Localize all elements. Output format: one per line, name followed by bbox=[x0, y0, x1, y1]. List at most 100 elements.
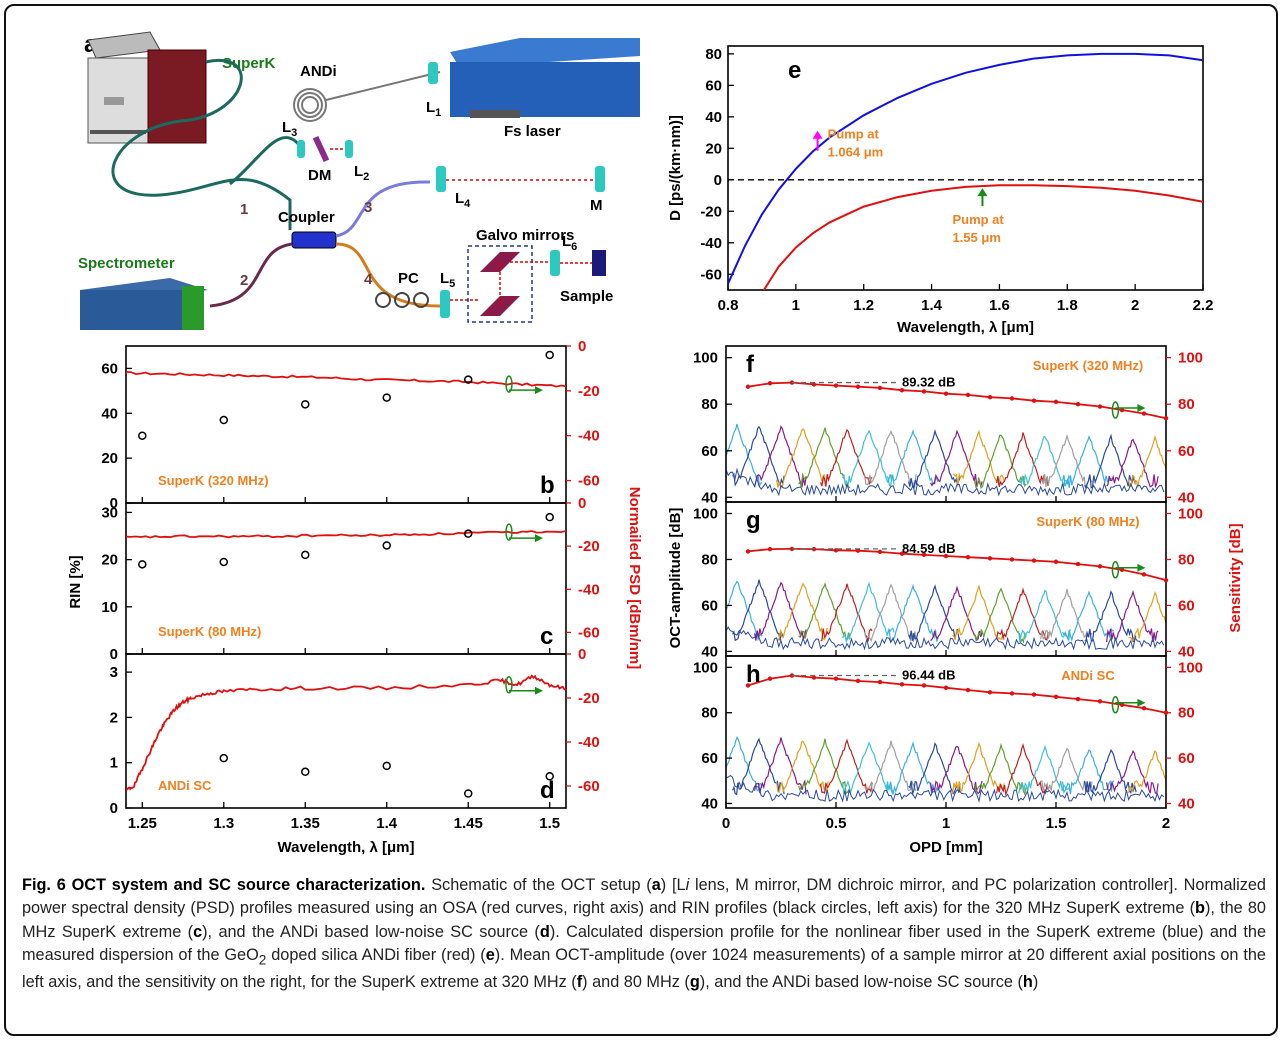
oct-peak-f bbox=[820, 428, 873, 487]
port-1-label: 1 bbox=[240, 201, 248, 218]
sensitivity-point-h bbox=[833, 676, 839, 681]
y2-tick-label-b: -20 bbox=[578, 383, 600, 400]
oct-peak-f bbox=[732, 425, 785, 488]
svg-text:L3: L3 bbox=[282, 119, 297, 139]
y-tick-label-c: 10 bbox=[101, 599, 118, 616]
sensitivity-point-f bbox=[877, 385, 883, 391]
sensitivity-point-h bbox=[1031, 692, 1037, 697]
svg-text:2: 2 bbox=[240, 272, 248, 289]
oct-peak-f bbox=[1106, 438, 1159, 489]
oct-peak-f bbox=[996, 432, 1049, 487]
rin-point-d bbox=[219, 753, 229, 763]
galvo-mirror-2-icon bbox=[480, 296, 520, 316]
x-tick-label-bcd: 1.25 bbox=[128, 815, 157, 832]
oct-peak-g bbox=[776, 582, 829, 642]
caption-text: h bbox=[1022, 973, 1033, 992]
dm-label: DM bbox=[308, 167, 331, 184]
sensitivity-point-g bbox=[877, 549, 883, 555]
y-axis-left-label-bcd: RIN [%] bbox=[67, 555, 84, 608]
sensitivity-point-h bbox=[987, 690, 993, 695]
rin-point-b bbox=[301, 400, 310, 409]
sensitivity-point-g bbox=[921, 552, 927, 558]
reference-mirror-icon bbox=[595, 166, 605, 192]
oct-peak-g bbox=[842, 581, 895, 644]
axis-indicator-c bbox=[505, 523, 513, 541]
y-tick-label-e: -20 bbox=[700, 203, 722, 220]
x-tick-label-fgh: 1 bbox=[942, 815, 950, 832]
peak-value-f: 89.32 dB bbox=[902, 375, 955, 390]
sensitivity-point-g bbox=[943, 553, 949, 559]
sensitivity-point-h bbox=[921, 683, 927, 688]
oct-peak-g bbox=[1062, 590, 1115, 643]
y2-tick-label-h: 40 bbox=[1178, 795, 1195, 812]
x-axis-label-bcd: Wavelength, λ [μm] bbox=[278, 839, 415, 856]
y-tick-label-d: 3 bbox=[110, 664, 118, 681]
schematic-panel: a SuperK 1 ANDi L1 Fs laser bbox=[78, 31, 640, 330]
caption-body: Schematic of the OCT setup (a) [Li lens,… bbox=[22, 876, 1266, 991]
sensitivity-point-h bbox=[1075, 696, 1081, 702]
x-tick-label-e: 1 bbox=[792, 297, 800, 314]
x-tick-label-e: 2.2 bbox=[1193, 297, 1214, 314]
caption-text: ), the 80 MHz SuperK extreme ( bbox=[22, 899, 1266, 941]
y-tick-label-e: 20 bbox=[705, 140, 722, 157]
axis-indicator-d bbox=[505, 676, 513, 694]
oct-peak-h bbox=[1128, 749, 1166, 794]
oct-peak-g bbox=[1040, 588, 1093, 641]
oct-peak-f bbox=[1084, 433, 1137, 490]
figure-caption: Fig. 6 OCT system and SC source characte… bbox=[22, 874, 1266, 995]
pump-arrow-head-2 bbox=[977, 188, 988, 197]
svg-text:4: 4 bbox=[364, 271, 373, 288]
axis-indicator-head-h bbox=[1137, 698, 1146, 707]
oct-peak-g bbox=[886, 583, 939, 644]
y-axis-left-label-fgh: OCT-amplitude [dB] bbox=[667, 508, 684, 649]
lens-l6-icon bbox=[550, 250, 560, 276]
rin-point-c bbox=[545, 512, 554, 522]
sensitivity-point-h bbox=[1119, 702, 1125, 707]
x-tick-label-e: 1.8 bbox=[1057, 297, 1078, 314]
oct-peak-f bbox=[798, 427, 851, 489]
oct-peak-g bbox=[974, 587, 1027, 644]
oct-peak-f bbox=[886, 429, 939, 489]
panel-label-h: h bbox=[746, 661, 761, 688]
panel-label-e: e bbox=[788, 57, 801, 84]
lens-l4-icon bbox=[436, 166, 446, 192]
sensitivity-point-h bbox=[811, 675, 817, 680]
sensitivity-point-f bbox=[987, 395, 993, 400]
caption-text: f bbox=[576, 973, 583, 992]
sensitivity-point-g bbox=[987, 556, 993, 561]
rin-point-c bbox=[301, 550, 310, 560]
y-tick-label-e: -60 bbox=[700, 266, 722, 283]
y-tick-label-h: 40 bbox=[701, 795, 718, 812]
oct-peak-f bbox=[776, 428, 829, 489]
sensitivity-point-f bbox=[1053, 399, 1059, 405]
rin-point-c bbox=[382, 541, 391, 550]
spectrometer-icon bbox=[80, 278, 208, 330]
y-tick-label-f: 60 bbox=[701, 443, 718, 460]
sensitivity-point-g bbox=[1009, 557, 1015, 562]
axis-indicator-head-f bbox=[1137, 404, 1146, 413]
sensitivity-point-f bbox=[1141, 411, 1147, 416]
x-tick-label-e: 1.6 bbox=[989, 297, 1010, 314]
svg-text:L5: L5 bbox=[440, 270, 455, 290]
noise-floor-h bbox=[726, 774, 1165, 804]
oct-peak-h bbox=[842, 741, 895, 795]
oct-peak-g bbox=[1018, 589, 1071, 643]
pc-label: PC bbox=[398, 270, 419, 287]
sensitivity-point-f bbox=[943, 391, 949, 396]
axis-indicator-head-g bbox=[1137, 563, 1146, 572]
oct-peak-h bbox=[930, 745, 983, 795]
x-tick-label-e: 1.2 bbox=[853, 297, 874, 314]
sample-label: Sample bbox=[560, 288, 613, 305]
y-tick-label-b: 0 bbox=[110, 495, 118, 512]
sensitivity-point-h bbox=[767, 676, 773, 681]
y2-tick-label-f: 40 bbox=[1178, 489, 1195, 506]
oct-peak-f bbox=[1040, 433, 1093, 489]
y2-tick-label-b: -60 bbox=[578, 473, 600, 490]
noise-floor-g bbox=[726, 626, 1165, 651]
sensitivity-point-g bbox=[1031, 558, 1037, 563]
rin-point-b bbox=[138, 431, 147, 440]
sensitivity-point-g bbox=[899, 551, 905, 556]
sample-arm-fiber bbox=[335, 242, 441, 308]
oct-peak-h bbox=[776, 740, 829, 794]
